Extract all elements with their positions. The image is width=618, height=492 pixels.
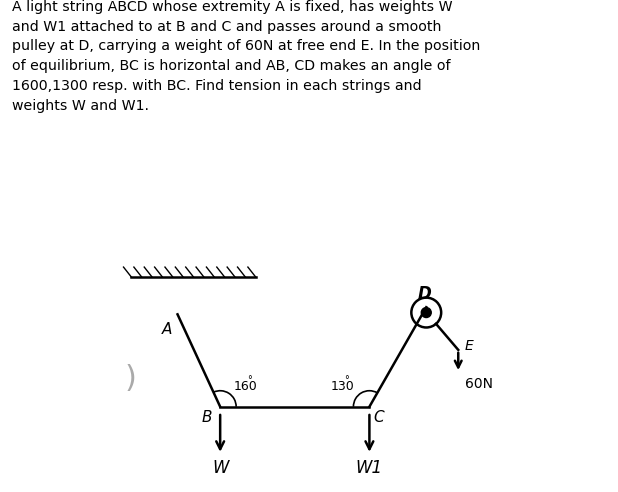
Text: °: ° [247, 375, 252, 385]
Text: B: B [202, 409, 213, 425]
Text: A light string ABCD whose extremity A is fixed, has weights W
and W1 attached to: A light string ABCD whose extremity A is… [12, 0, 481, 113]
Text: A: A [162, 322, 172, 337]
Text: W: W [212, 459, 229, 477]
Circle shape [421, 308, 431, 317]
Text: °: ° [344, 375, 349, 385]
Text: W1: W1 [356, 459, 383, 477]
Text: ): ) [124, 364, 136, 393]
Text: 130: 130 [330, 380, 354, 393]
Text: 60N: 60N [465, 376, 493, 391]
Text: D: D [418, 285, 431, 303]
Text: 160: 160 [234, 380, 258, 393]
Text: E: E [465, 339, 473, 353]
Text: C: C [374, 409, 384, 425]
